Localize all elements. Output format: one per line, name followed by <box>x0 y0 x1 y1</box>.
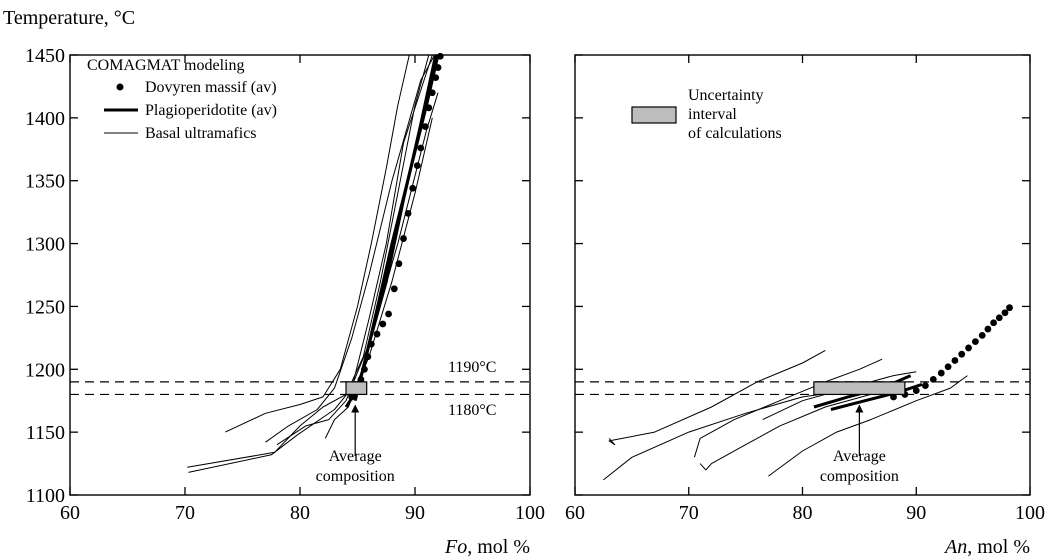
data-point-fo-7 <box>379 320 387 328</box>
x-tick-label-fo-0: 60 <box>60 502 80 524</box>
series-line-fo-2 <box>353 54 438 402</box>
data-point-an-7 <box>951 357 959 364</box>
y-tick-label-4: 1300 <box>25 234 65 256</box>
legend-marker-uncertainty <box>631 106 677 124</box>
data-point-an-14 <box>995 314 1003 322</box>
legend-marker-dovyren <box>116 83 124 91</box>
data-point-an-2 <box>912 387 920 395</box>
x-tick-label-an-4: 100 <box>1015 502 1045 524</box>
data-point-an-10 <box>972 338 979 346</box>
legend-item-uncertainty-1: Uncertainty <box>688 87 764 104</box>
uncertainty-box-group-an <box>813 381 906 396</box>
x-tick-label-fo-4: 100 <box>515 502 545 524</box>
x-axis-label-an: An, mol % <box>943 536 1030 558</box>
y-axis-label: Temperature, °C <box>3 7 135 29</box>
legend-item-basal: Basal ultramafics <box>145 125 257 142</box>
annotation-line2-fo: composition <box>316 468 395 485</box>
y-tick-label-5: 1350 <box>25 171 65 193</box>
y-tick-label-2: 1200 <box>25 359 65 381</box>
series-line-an-6 <box>693 358 883 458</box>
x-axis-label-an-unit: , mol % <box>967 536 1030 558</box>
data-point-fo-9 <box>390 285 398 293</box>
data-point-an-12 <box>984 325 992 333</box>
x-tick-label-an-2: 80 <box>793 502 813 524</box>
y-tick-label-7: 1450 <box>25 45 65 67</box>
data-point-an-16 <box>1006 304 1013 312</box>
x-tick-label-an-1: 70 <box>679 502 699 524</box>
y-ticks-fo: 1100 1150 1200 1250 1300 1350 1400 1450 <box>25 45 530 507</box>
x-axis-label-fo-var: Fo <box>444 536 467 558</box>
x-tick-label-fo-3: 90 <box>405 502 425 524</box>
uncertainty-box-an <box>813 381 906 396</box>
plot-frame-fo <box>69 54 531 496</box>
annotation-arrow-head-an <box>855 404 864 413</box>
x-tick-label-fo-2: 80 <box>290 502 310 524</box>
y-tick-label-6: 1400 <box>25 108 65 130</box>
series-line-fo-8 <box>324 117 433 439</box>
x-tick-label-fo-1: 70 <box>175 502 195 524</box>
legend-an: Uncertainty interval of calculations <box>631 87 782 142</box>
uncertainty-box-fo <box>345 381 368 396</box>
legend-item-uncertainty-3: of calculations <box>688 125 782 142</box>
data-point-an-6 <box>944 363 952 371</box>
y-tick-label-1: 1150 <box>26 422 65 444</box>
legend-title: COMAGMAT modeling <box>87 57 245 74</box>
series-line-an-5 <box>699 387 911 471</box>
legend-fo: COMAGMAT modeling Dovyren massif (av) Pl… <box>87 57 277 142</box>
y-tick-label-3: 1250 <box>25 296 65 318</box>
data-point-an-9 <box>965 344 972 352</box>
data-point-fo-8 <box>385 310 392 318</box>
x-tick-label-an-3: 90 <box>906 502 926 524</box>
panel-an: 60 70 80 90 100 Average composition Uncertai… <box>565 54 1045 558</box>
x-axis-label-fo-unit: , mol % <box>467 536 530 558</box>
series-line-an-3 <box>608 349 826 446</box>
ref-label-1180: 1180°C <box>448 402 496 419</box>
annotation-an: Average composition <box>820 404 899 485</box>
series-line-fo-5 <box>225 54 410 433</box>
data-point-an-4 <box>929 375 937 383</box>
legend-item-plagioperidotite: Plagioperidotite (av) <box>145 102 277 119</box>
data-point-an-5 <box>937 369 945 377</box>
x-axis-label-an-var: An <box>943 536 967 558</box>
series-line-fo-7 <box>276 92 439 446</box>
annotation-line1-an: Average <box>833 448 886 465</box>
data-point-an-13 <box>990 319 997 327</box>
data-point-an-3 <box>921 382 929 390</box>
reference-lines-an <box>575 381 1030 396</box>
annotation-line1-fo: Average <box>329 448 382 465</box>
x-axis-label-fo: Fo, mol % <box>444 536 530 558</box>
annotation-fo: Average composition <box>316 404 395 485</box>
y-ticks-an <box>575 54 1030 496</box>
x-tick-label-an-0: 60 <box>565 502 585 524</box>
legend-item-uncertainty-2: interval <box>688 106 737 123</box>
series-line-fo-6 <box>265 54 436 443</box>
series-line-an-8 <box>768 375 968 477</box>
annotation-line2-an: composition <box>820 468 899 485</box>
panel-fo: 60 70 80 90 100 1100 1150 1200 1250 1300 1350 1400… <box>25 45 545 558</box>
y-tick-label-0: 1100 <box>26 485 65 507</box>
ref-label-1190: 1190°C <box>448 359 496 376</box>
data-point-an-11 <box>978 331 986 339</box>
data-point-an-15 <box>1001 309 1009 317</box>
series-group-an <box>603 304 1013 481</box>
uncertainty-box-group-fo <box>345 381 368 396</box>
series-group-fo <box>187 52 444 473</box>
x-ticks-an: 60 70 80 90 100 <box>565 55 1045 524</box>
x-ticks-fo: 60 70 80 90 100 <box>60 55 545 524</box>
annotation-arrow-head-fo <box>351 404 360 413</box>
data-point-an-8 <box>958 350 966 358</box>
legend-item-dovyren: Dovyren massif (av) <box>145 79 277 96</box>
reference-lines-fo <box>70 381 530 396</box>
